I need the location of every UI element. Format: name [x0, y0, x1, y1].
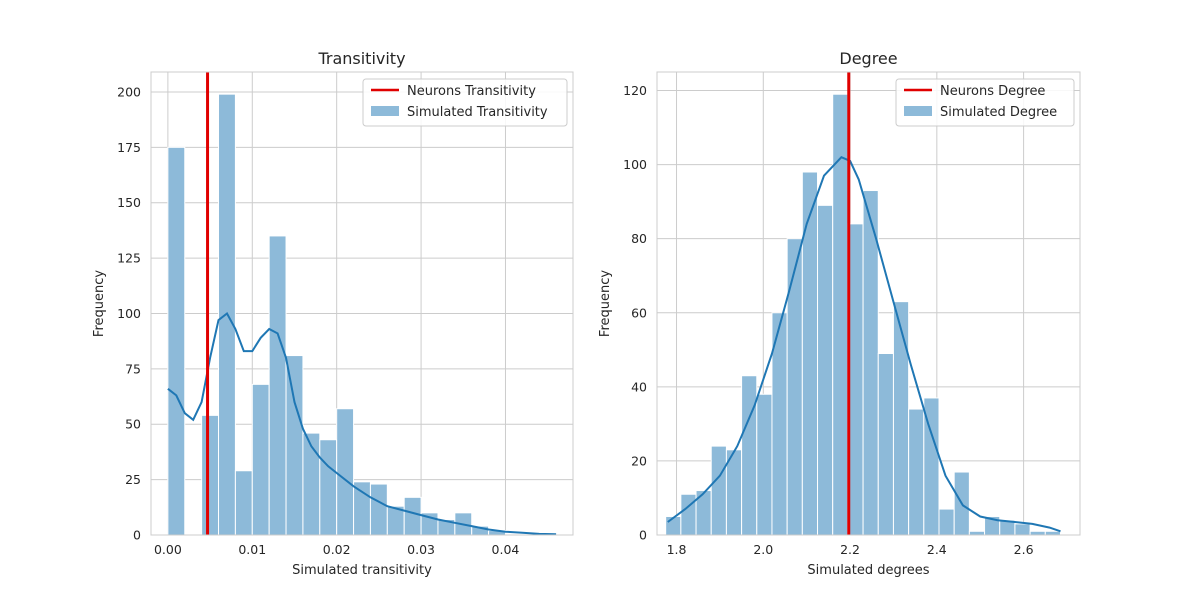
x-tick-label: 2.2: [840, 542, 860, 557]
histogram-bar: [892, 301, 910, 536]
histogram-bar: [302, 432, 321, 536]
histogram-bar: [817, 204, 834, 536]
axes-frame: [150, 71, 574, 536]
y-tick-label: 20: [631, 453, 647, 468]
y-tick-label: 120: [623, 83, 647, 98]
y-tick-label: 100: [117, 306, 141, 321]
legend-box: [362, 78, 568, 127]
y-tick-label: 0: [639, 528, 647, 543]
x-tick-label: 0.01: [238, 542, 266, 557]
histogram-bar: [285, 355, 304, 536]
x-tick-label: 2.6: [1014, 542, 1034, 557]
x-tick-label: 0.00: [154, 542, 182, 557]
histogram-bar: [201, 414, 220, 536]
histogram-bar: [877, 353, 894, 536]
histogram-bar: [1044, 530, 1061, 536]
y-tick-label: 0: [133, 528, 141, 543]
chart-title: Transitivity: [317, 49, 405, 68]
x-tick-label: 0.04: [492, 542, 520, 557]
x-tick-label: 1.8: [667, 542, 687, 557]
y-tick-label: 50: [125, 417, 141, 432]
degree-panel: 1.8 2.0 2.2 2.4 2.6 0 20 40 60 80 100 120 Degree S…: [598, 49, 1081, 578]
y-tick-label: 60: [631, 305, 647, 320]
histogram-bar: [710, 445, 727, 536]
x-axis-label: Simulated transitivity: [292, 563, 432, 578]
kde-curve: [667, 156, 1061, 533]
x-tick-label: 0.02: [323, 542, 351, 557]
legend-box: [895, 78, 1075, 127]
histogram-bar: [336, 408, 355, 536]
histogram-bar: [268, 235, 287, 536]
legend-bars-label: Simulated Degree: [940, 105, 1057, 120]
histogram-bar: [968, 530, 986, 536]
histogram-bar: [756, 393, 773, 536]
histogram-bars: [665, 93, 1061, 536]
histogram-bar: [908, 408, 925, 536]
kde-curve: [167, 311, 557, 536]
histogram-bar: [1014, 523, 1031, 536]
histogram-bar: [801, 171, 819, 536]
axes-frame: [656, 71, 1081, 536]
histogram-bar: [369, 483, 388, 536]
histogram-bar: [680, 493, 697, 536]
x-tick-label: 2.4: [927, 542, 947, 557]
histogram-bar: [862, 190, 879, 536]
x-tick-labels: 0.00 0.01 0.02 0.03 0.04: [154, 542, 519, 557]
y-tick-label: 150: [117, 195, 141, 210]
histogram-bar: [167, 146, 186, 536]
histogram-bar: [832, 93, 849, 536]
x-tick-labels: 1.8 2.0 2.2 2.4 2.6: [667, 542, 1034, 557]
y-tick-label: 100: [623, 157, 647, 172]
legend-bars-swatch: [904, 106, 932, 116]
histogram-bar: [353, 481, 371, 536]
legend-bars-label: Simulated Transitivity: [407, 105, 548, 120]
legend: Neurons Transitivity Simulated Transitiv…: [362, 78, 568, 127]
histogram-bar: [665, 515, 682, 536]
y-tick-labels: 0 20 40 60 80 100 120: [623, 83, 647, 542]
histogram-bar: [403, 496, 422, 536]
legend-bars-swatch: [371, 106, 399, 116]
histogram-bar: [1029, 530, 1046, 536]
x-tick-label: 0.03: [407, 542, 435, 557]
y-tick-label: 40: [631, 379, 647, 394]
y-tick-label: 200: [117, 84, 141, 99]
y-tick-labels: 0 25 50 75 100 125 150 175 200: [117, 84, 141, 542]
histogram-bar: [741, 375, 758, 536]
y-tick-label: 80: [631, 231, 647, 246]
histogram-bar: [234, 470, 253, 536]
x-axis-label: Simulated degrees: [807, 563, 929, 578]
histogram-bar: [938, 508, 955, 536]
y-tick-label: 75: [125, 361, 141, 376]
y-tick-label: 125: [117, 251, 141, 266]
legend-reference-label: Neurons Degree: [940, 84, 1045, 99]
chart-title: Degree: [839, 49, 897, 68]
y-tick-label: 25: [125, 472, 141, 487]
x-tick-label: 2.0: [753, 542, 773, 557]
y-axis-label: Frequency: [92, 270, 107, 337]
histogram-bar: [251, 383, 270, 536]
y-axis-label: Frequency: [598, 270, 613, 337]
legend-reference-label: Neurons Transitivity: [407, 84, 536, 99]
histogram-bar: [319, 439, 338, 536]
transitivity-panel: 0.00 0.01 0.02 0.03 0.04 0 25 50 75 100 125 150 175…: [92, 49, 574, 578]
histogram-bar: [786, 238, 803, 536]
legend: Neurons Degree Simulated Degree: [895, 78, 1075, 127]
y-tick-label: 175: [117, 140, 141, 155]
